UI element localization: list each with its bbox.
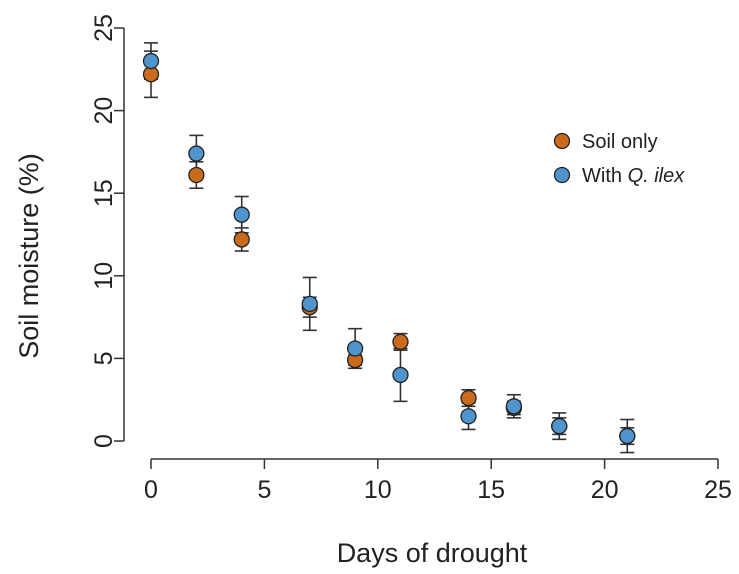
data-point: [392, 366, 409, 384]
x-tick-label: 20: [591, 476, 619, 504]
legend-marker: [553, 166, 571, 184]
data-point: [460, 408, 477, 425]
data-point: [233, 206, 250, 223]
legend-marker: [553, 132, 571, 150]
y-tick-label: 25: [90, 14, 118, 42]
x-axis-title: Days of drought: [337, 538, 528, 568]
data-point: [301, 295, 318, 313]
y-tick-label: 20: [90, 97, 118, 125]
data-point: [188, 145, 205, 162]
x-tick-label: 5: [257, 476, 271, 504]
data-point: [392, 333, 409, 351]
data-point: [233, 231, 250, 248]
y-axis-title: Soil moisture (%): [14, 153, 44, 359]
data-point: [551, 417, 568, 435]
y-tick-label: 15: [90, 179, 118, 207]
data-point: [142, 52, 160, 70]
x-tick-label: 10: [364, 476, 392, 504]
data-point: [188, 166, 205, 184]
data-point: [619, 427, 636, 445]
y-tick-label: 5: [90, 351, 118, 365]
chart-marks: [142, 42, 636, 454]
data-point: [460, 389, 477, 407]
y-tick-label: 0: [90, 434, 118, 448]
y-tick-label: 10: [90, 262, 118, 290]
axes: 0 5 10 15 20 25 0 5 10 15 20 25: [90, 14, 732, 504]
legend: Soil only With Q. ilex: [553, 131, 685, 187]
x-tick-label: 0: [144, 476, 158, 504]
x-tick-label: 15: [477, 476, 505, 504]
data-point: [346, 340, 364, 357]
data-point: [505, 398, 523, 415]
x-tick-label: 25: [704, 476, 732, 504]
legend-label: With Q. ilex: [582, 165, 685, 187]
legend-label: Soil only: [582, 131, 658, 153]
